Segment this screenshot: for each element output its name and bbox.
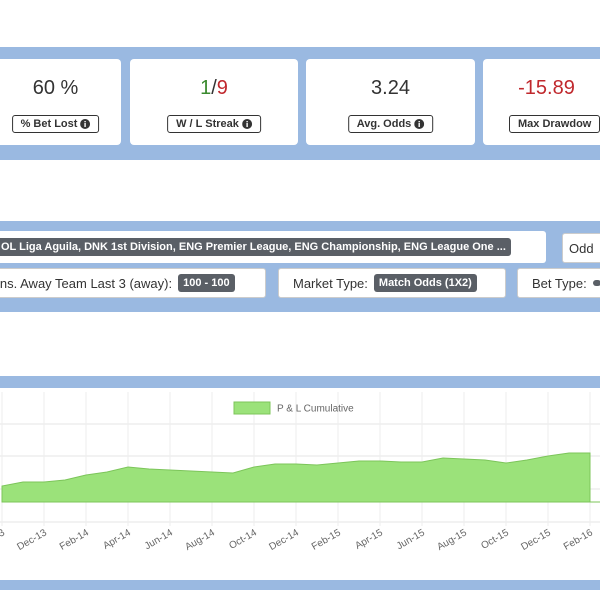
legend-swatch [233, 401, 271, 415]
x-tick-label: Feb-14 [58, 527, 91, 553]
x-tick-label: Oct-14 [227, 527, 259, 552]
away-label: ins. Away Team Last 3 (away): [0, 275, 173, 291]
x-tick-label: Dec-13 [15, 527, 49, 553]
filter-row: OL Liga Aguila, DNK 1st Division, ENG Pr… [0, 231, 546, 263]
stat-value: -15.89 [518, 77, 575, 99]
stat-label: % Bet Lost [11, 115, 100, 133]
chart: P & L Cumulative 3 Dec-13 Feb-14 Apr-14 Jun-1… [0, 388, 600, 580]
label-text: Max Drawdow [518, 118, 592, 130]
odds-filter: Odd [562, 233, 600, 263]
x-tick-label: Jun-14 [143, 527, 175, 552]
label-text: W / L Streak [176, 118, 239, 130]
stat-card: 1/9 W / L Streak [130, 59, 298, 145]
x-tick-label: Feb-16 [562, 527, 595, 553]
leagues-badge: OL Liga Aguila, DNK 1st Division, ENG Pr… [0, 238, 511, 256]
x-tick-label: Apr-15 [353, 527, 385, 552]
legend-label: P & L Cumulative [277, 404, 354, 415]
stat-label: Avg. Odds [347, 115, 434, 133]
stat-value: 1/9 [130, 77, 298, 100]
losses: 9 [216, 77, 228, 99]
x-tick-label: Dec-14 [267, 527, 301, 553]
separator: / [211, 77, 217, 99]
info-icon [80, 119, 91, 129]
x-tick-label: Aug-15 [435, 527, 469, 553]
x-tick-label: Feb-15 [310, 527, 343, 553]
bet-filter: Bet Type: [517, 268, 600, 298]
stat-card: -15.89 Max Drawdow [483, 59, 600, 145]
x-tick-label: Dec-15 [519, 527, 553, 553]
away-filter: ins. Away Team Last 3 (away): 100 - 100 [0, 268, 266, 298]
area [1, 452, 600, 503]
stat-label: W / L Streak [167, 115, 261, 133]
market-badge: Match Odds (1X2) [373, 274, 477, 292]
market-label: Market Type: [293, 275, 368, 291]
market-filter: Market Type: Match Odds (1X2) [278, 268, 506, 298]
odds-label: Odd [569, 240, 594, 256]
stat-card: 60 % % Bet Lost [0, 59, 121, 145]
x-tick-label: Aug-14 [183, 527, 217, 553]
away-badge: 100 - 100 [178, 274, 235, 292]
wins: 1 [200, 77, 212, 99]
stat-card: 3.24 Avg. Odds [306, 59, 475, 145]
stat-value: 60 % [32, 77, 79, 99]
x-tick-label: Oct-15 [479, 527, 511, 552]
label-text: % Bet Lost [20, 118, 78, 130]
bet-label: Bet Type: [532, 275, 587, 291]
info-icon [414, 119, 425, 129]
label-text: Avg. Odds [356, 118, 412, 130]
info-icon [241, 119, 252, 129]
x-tick-label: Apr-14 [101, 527, 133, 552]
x-tick-label: Jun-15 [395, 527, 427, 552]
bet-badge [592, 280, 600, 286]
x-tick-label: 3 [0, 527, 7, 540]
stat-value: 3.24 [371, 77, 410, 99]
stat-label: Max Drawdow [509, 115, 600, 133]
